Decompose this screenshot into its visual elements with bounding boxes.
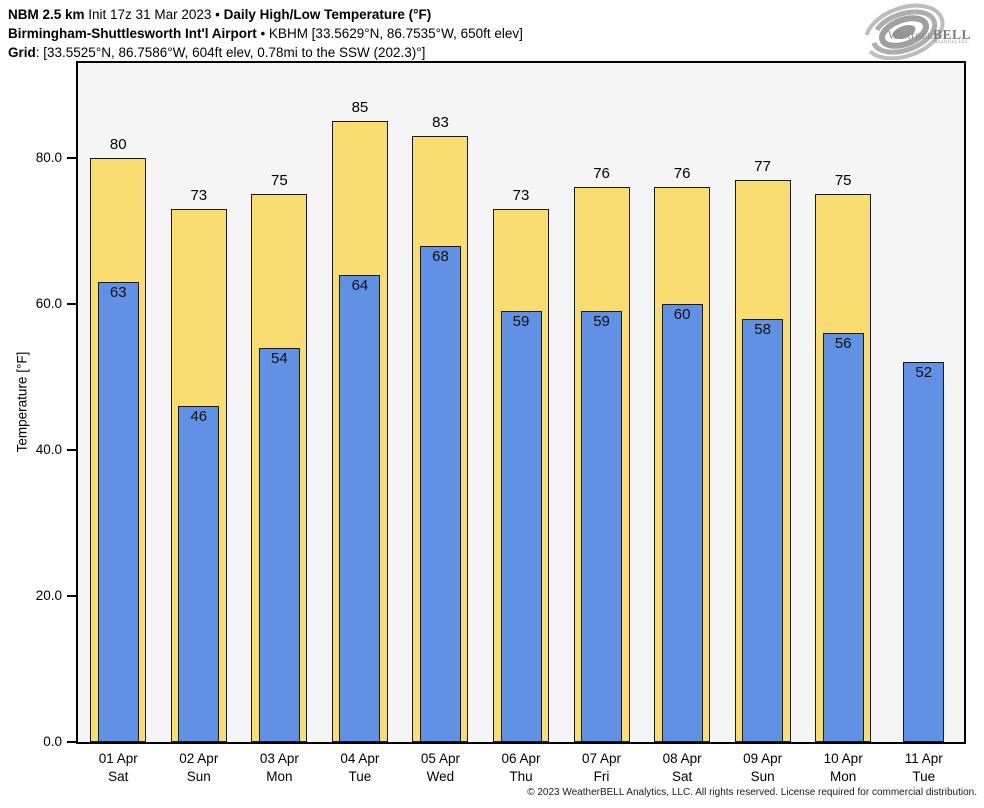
y-axis-title: Temperature [°F] bbox=[14, 351, 30, 453]
x-axis-label: 08 Apr Sat bbox=[642, 750, 723, 786]
low-value-label: 56 bbox=[834, 335, 852, 353]
title-line-1: NBM 2.5 km Init 17z 31 Mar 2023 • Daily … bbox=[8, 5, 523, 24]
low-value-label: 54 bbox=[271, 349, 288, 367]
x-axis-day: Tue bbox=[912, 769, 936, 784]
weatherbell-logo: WeatherBELL Analytics LLC bbox=[862, 2, 980, 60]
low-value-label: 60 bbox=[673, 305, 691, 323]
y-tick-mark bbox=[67, 156, 76, 159]
low-value-label: 64 bbox=[351, 276, 369, 294]
grid-details: : [33.5525°N, 86.7586°W, 604ft elev, 0.7… bbox=[35, 45, 426, 60]
x-axis-date: 08 Apr bbox=[662, 751, 702, 766]
high-value-label: 75 bbox=[834, 172, 852, 190]
x-axis-date: 02 Apr bbox=[179, 751, 219, 766]
y-tick-label: 60.0 bbox=[35, 295, 62, 311]
x-axis-label: 10 Apr Mon bbox=[803, 750, 884, 786]
low-value-label: 52 bbox=[915, 364, 933, 382]
x-axis-date: 04 Apr bbox=[340, 751, 380, 766]
bar-low: 60 bbox=[661, 303, 703, 742]
station-name: Birmingham-Shuttlesworth Int'l Airport bbox=[8, 26, 257, 41]
x-axis-day: Mon bbox=[266, 769, 293, 784]
x-axis-label: 04 Apr Tue bbox=[320, 750, 401, 786]
x-axis-label: 06 Apr Thu bbox=[481, 750, 562, 786]
logo-weather-text: Weather bbox=[888, 30, 934, 42]
high-value-label: 73 bbox=[190, 187, 208, 205]
logo-swirl-icon bbox=[863, 3, 945, 60]
high-value-label: 85 bbox=[351, 99, 369, 117]
bar-low: 56 bbox=[822, 333, 864, 742]
x-axis-label: 09 Apr Sun bbox=[722, 750, 803, 786]
model-name: NBM 2.5 km bbox=[8, 7, 85, 22]
grid-label: Grid bbox=[8, 45, 36, 60]
y-tick-mark bbox=[67, 741, 76, 743]
low-value-label: 63 bbox=[109, 284, 127, 302]
init-time: Init 17z 31 Mar 2023 • bbox=[84, 7, 224, 22]
x-axis-label: 07 Apr Fri bbox=[561, 750, 642, 786]
x-axis-date: 11 Apr bbox=[904, 751, 943, 766]
logo-wordmark: WeatherBELL bbox=[888, 26, 971, 44]
bar-low: 59 bbox=[500, 311, 542, 742]
y-tick-label: 20.0 bbox=[35, 587, 62, 603]
x-axis-date: 07 Apr bbox=[582, 751, 622, 766]
title-line-3: Grid: [33.5525°N, 86.7586°W, 604ft elev,… bbox=[8, 43, 523, 62]
x-axis-day: Sat bbox=[671, 769, 693, 784]
bar-low: 59 bbox=[581, 311, 623, 742]
x-axis-day: Sat bbox=[108, 769, 129, 784]
x-axis-day: Sun bbox=[186, 769, 211, 784]
y-tick-mark bbox=[67, 448, 76, 451]
high-value-label: 80 bbox=[109, 135, 127, 153]
x-axis-date: 09 Apr bbox=[743, 751, 783, 766]
y-tick-label: 40.0 bbox=[35, 441, 62, 457]
x-axis-day: Mon bbox=[830, 769, 857, 784]
chart-header: NBM 2.5 km Init 17z 31 Mar 2023 • Daily … bbox=[8, 5, 523, 62]
high-value-label: 77 bbox=[754, 157, 771, 175]
low-value-label: 58 bbox=[754, 320, 771, 338]
x-axis-date: 03 Apr bbox=[259, 751, 299, 766]
x-axis-label: 02 Apr Sun bbox=[159, 750, 240, 786]
high-value-label: 75 bbox=[271, 172, 288, 190]
x-axis-label: 03 Apr Mon bbox=[239, 750, 320, 786]
station-details: • KBHM [33.5629°N, 86.7535°W, 650ft elev… bbox=[256, 26, 523, 41]
bar-low: 68 bbox=[419, 245, 461, 742]
y-tick-label: 0.0 bbox=[43, 734, 62, 749]
logo-bell-text: BELL bbox=[933, 27, 972, 42]
chart-title: Daily High/Low Temperature (°F) bbox=[223, 7, 432, 22]
x-axis-date: 01 Apr bbox=[98, 751, 138, 766]
title-line-2: Birmingham-Shuttlesworth Int'l Airport •… bbox=[8, 24, 523, 43]
y-tick-mark bbox=[67, 302, 76, 305]
bar-low: 64 bbox=[339, 274, 381, 742]
copyright-text: © 2023 WeatherBELL Analytics, LLC. All r… bbox=[527, 787, 977, 798]
low-value-label: 59 bbox=[593, 313, 610, 331]
logo-subtext: Analytics LLC bbox=[934, 40, 970, 45]
bar-low: 46 bbox=[178, 406, 220, 742]
high-value-label: 83 bbox=[432, 114, 449, 132]
high-value-label: 73 bbox=[512, 187, 530, 205]
low-value-label: 68 bbox=[432, 247, 449, 265]
x-axis-day: Thu bbox=[509, 769, 533, 784]
bar-low: 63 bbox=[97, 282, 139, 742]
x-axis-day: Tue bbox=[348, 769, 372, 784]
y-tick-mark bbox=[67, 594, 76, 597]
x-axis-label: 01 Apr Sat bbox=[78, 750, 159, 786]
x-axis-label: 11 Apr Tue bbox=[883, 750, 964, 786]
bar-low: 58 bbox=[742, 318, 784, 742]
x-axis-date: 06 Apr bbox=[501, 751, 541, 766]
high-value-label: 76 bbox=[593, 165, 610, 183]
x-axis-date: 10 Apr bbox=[823, 751, 863, 766]
x-axis-label: 05 Apr Wed bbox=[400, 750, 481, 786]
low-value-label: 46 bbox=[190, 408, 208, 426]
high-value-label: 76 bbox=[673, 165, 691, 183]
x-axis-day: Wed bbox=[426, 769, 455, 784]
bar-low: 54 bbox=[258, 347, 300, 742]
x-axis-day: Sun bbox=[750, 769, 775, 784]
bar-low: 52 bbox=[903, 362, 945, 742]
x-axis-day: Fri bbox=[593, 769, 610, 784]
plot-area: 0.0 20.0 40.0 60.0 80.0 80 63 01 Apr Sat 73 46 02 A… bbox=[36, 61, 966, 784]
low-value-label: 59 bbox=[512, 313, 530, 331]
x-axis-date: 05 Apr bbox=[420, 751, 460, 766]
y-tick-label: 80.0 bbox=[35, 149, 62, 165]
